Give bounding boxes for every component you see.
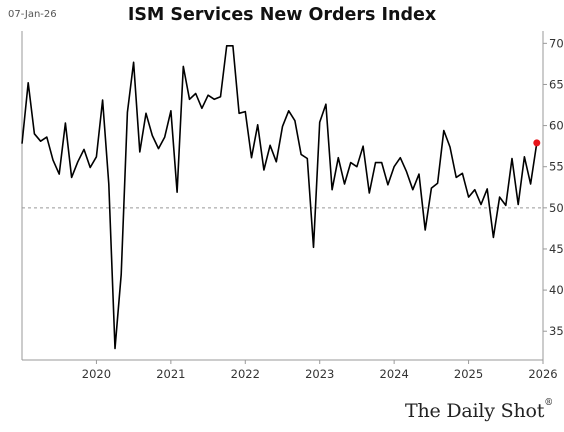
x-tick-label: 2026	[528, 367, 557, 381]
y-tick-label: 70	[549, 36, 564, 50]
y-tick-label: 35	[549, 324, 564, 338]
y-tick-label: 65	[549, 77, 564, 91]
y-tick-label: 50	[549, 201, 564, 215]
x-tick-label: 2021	[156, 367, 185, 381]
brand-name: The Daily Shot	[404, 400, 545, 422]
series-group	[21, 44, 541, 350]
chart-title: ISM Services New Orders Index	[127, 5, 437, 25]
x-tick-label: 2023	[305, 367, 334, 381]
series-line	[21, 44, 538, 350]
brand-logo: The Daily Shot®	[404, 398, 553, 422]
y-tick-label: 40	[549, 283, 564, 297]
registered-mark: ®	[544, 398, 553, 408]
plot-frame	[21, 31, 544, 361]
last-data-point	[533, 139, 541, 147]
y-tick-label: 45	[549, 242, 564, 256]
y-tick-label: 60	[549, 119, 564, 133]
x-tick-label: 2025	[454, 367, 483, 381]
y-axis: 35 40 45 50 55 60 65 70	[543, 36, 564, 338]
y-tick-label: 55	[549, 160, 564, 174]
x-tick-label: 2022	[231, 367, 260, 381]
x-tick-label: 2020	[82, 367, 111, 381]
x-axis: 2020 2021 2022 2023 2024 2025 2026	[82, 360, 558, 381]
x-tick-label: 2024	[380, 367, 409, 381]
date-label: 07-Jan-26	[8, 9, 57, 20]
